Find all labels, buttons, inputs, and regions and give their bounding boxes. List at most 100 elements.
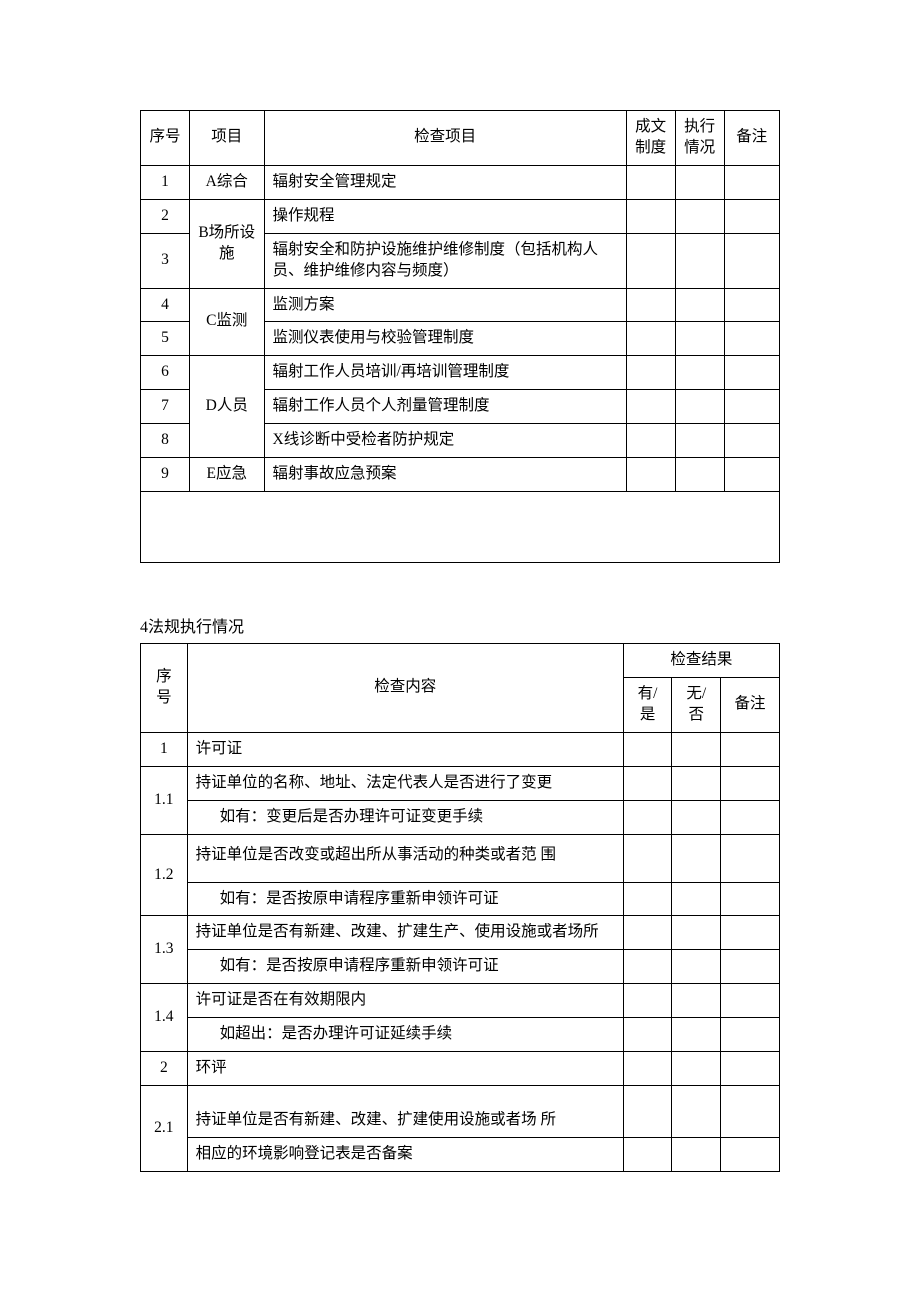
cell-check: 辐射工作人员培训/再培训管理制度 [264, 356, 626, 390]
cell-remark [721, 1086, 780, 1138]
cell-yes [623, 984, 672, 1018]
cell-no [672, 800, 721, 834]
cell-seq: 2 [141, 199, 190, 233]
table-row: 1.2 持证单位是否改变或超出所从事活动的种类或者范 围 [141, 834, 780, 882]
cell-yes [623, 766, 672, 800]
cell-check: 辐射安全管理规定 [264, 165, 626, 199]
cell-no [672, 1086, 721, 1138]
cell-seq: 2.1 [141, 1086, 188, 1172]
table-row: 1.3 持证单位是否有新建、改建、扩建生产、使用设施或者场所 [141, 916, 780, 950]
cell-seq: 2 [141, 1052, 188, 1086]
cell-no [672, 732, 721, 766]
cell-remark [721, 984, 780, 1018]
cell-remark [724, 288, 779, 322]
cell-yes [623, 1052, 672, 1086]
cell-remark [724, 458, 779, 492]
cell-exec [675, 322, 724, 356]
col-remark: 备注 [721, 677, 780, 732]
table-row: 1.1 持证单位的名称、地址、法定代表人是否进行了变更 [141, 766, 780, 800]
cell-seq: 1.1 [141, 766, 188, 834]
cell-seq: 1.2 [141, 834, 188, 916]
cell-content: 许可证 [187, 732, 623, 766]
cell-item: D人员 [189, 356, 264, 458]
cell-seq: 4 [141, 288, 190, 322]
cell-no [672, 834, 721, 882]
cell-exec [675, 424, 724, 458]
table-law-exec: 序号 检查内容 检查结果 有/是 无/否 备注 1 许可证 1.1 持证单位的名… [140, 643, 780, 1172]
table-row: 1 许可证 [141, 732, 780, 766]
table-row: 如超出：是否办理许可证延续手续 [141, 1018, 780, 1052]
cell-seq: 6 [141, 356, 190, 390]
table-row: 9 E应急 辐射事故应急预案 [141, 458, 780, 492]
cell-seq: 1.4 [141, 984, 188, 1052]
col-exec: 执行情况 [675, 111, 724, 166]
col-check: 检查项目 [264, 111, 626, 166]
cell-remark [724, 233, 779, 288]
cell-yes [623, 882, 672, 916]
cell-exec [675, 356, 724, 390]
cell-remark [721, 732, 780, 766]
cell-exec [675, 165, 724, 199]
cell-content: 环评 [187, 1052, 623, 1086]
cell-remark [721, 1052, 780, 1086]
cell-wen [626, 322, 675, 356]
cell-wen [626, 390, 675, 424]
cell-remark [724, 199, 779, 233]
cell-exec [675, 233, 724, 288]
cell-content: 如有：变更后是否办理许可证变更手续 [187, 800, 623, 834]
cell-check: X线诊断中受检者防护规定 [264, 424, 626, 458]
table-row: 2 环评 [141, 1052, 780, 1086]
col-item: 项目 [189, 111, 264, 166]
cell-check: 辐射工作人员个人剂量管理制度 [264, 390, 626, 424]
cell-remark [721, 1018, 780, 1052]
cell-content: 持证单位是否改变或超出所从事活动的种类或者范 围 [187, 834, 623, 882]
cell-remark [724, 165, 779, 199]
table-regulations: 序号 项目 检查项目 成文制度 执行情况 备注 1 A综合 辐射安全管理规定 2… [140, 110, 780, 563]
cell-remark [721, 800, 780, 834]
cell-seq: 1 [141, 165, 190, 199]
cell-seq: 9 [141, 458, 190, 492]
cell-no [672, 882, 721, 916]
table-row: 如有：是否按原申请程序重新申领许可证 [141, 882, 780, 916]
cell-yes [623, 834, 672, 882]
cell-wen [626, 165, 675, 199]
cell-content: 持证单位是否有新建、改建、扩建生产、使用设施或者场所 [187, 916, 623, 950]
table-row: 1.4 许可证是否在有效期限内 [141, 984, 780, 1018]
cell-seq: 1 [141, 732, 188, 766]
cell-content: 持证单位的名称、地址、法定代表人是否进行了变更 [187, 766, 623, 800]
cell-exec [675, 199, 724, 233]
cell-check: 辐射安全和防护设施维护维修制度（包括机构人员、维护维修内容与频度） [264, 233, 626, 288]
cell-wen [626, 356, 675, 390]
cell-remark [724, 390, 779, 424]
cell-wen [626, 458, 675, 492]
cell-wen [626, 288, 675, 322]
table-header-row: 序号 检查内容 检查结果 [141, 644, 780, 678]
empty-cell [141, 492, 780, 563]
cell-content: 如有：是否按原申请程序重新申领许可证 [187, 950, 623, 984]
cell-seq: 1.3 [141, 916, 188, 984]
cell-remark [724, 424, 779, 458]
cell-content: 如有：是否按原申请程序重新申领许可证 [187, 882, 623, 916]
cell-exec [675, 458, 724, 492]
cell-remark [721, 1137, 780, 1171]
cell-wen [626, 233, 675, 288]
cell-remark [724, 322, 779, 356]
table-row: 2.1 持证单位是否有新建、改建、扩建使用设施或者场 所 [141, 1086, 780, 1138]
cell-check: 监测方案 [264, 288, 626, 322]
cell-no [672, 984, 721, 1018]
cell-yes [623, 916, 672, 950]
cell-remark [721, 834, 780, 882]
cell-seq: 3 [141, 233, 190, 288]
table-row: 1 A综合 辐射安全管理规定 [141, 165, 780, 199]
cell-check: 辐射事故应急预案 [264, 458, 626, 492]
cell-seq: 7 [141, 390, 190, 424]
cell-yes [623, 950, 672, 984]
cell-remark [721, 882, 780, 916]
col-seq: 序号 [141, 644, 188, 733]
table-empty-row [141, 492, 780, 563]
table-row: 如有：变更后是否办理许可证变更手续 [141, 800, 780, 834]
cell-content: 相应的环境影响登记表是否备案 [187, 1137, 623, 1171]
cell-yes [623, 1018, 672, 1052]
cell-item: B场所设施 [189, 199, 264, 288]
col-seq: 序号 [141, 111, 190, 166]
